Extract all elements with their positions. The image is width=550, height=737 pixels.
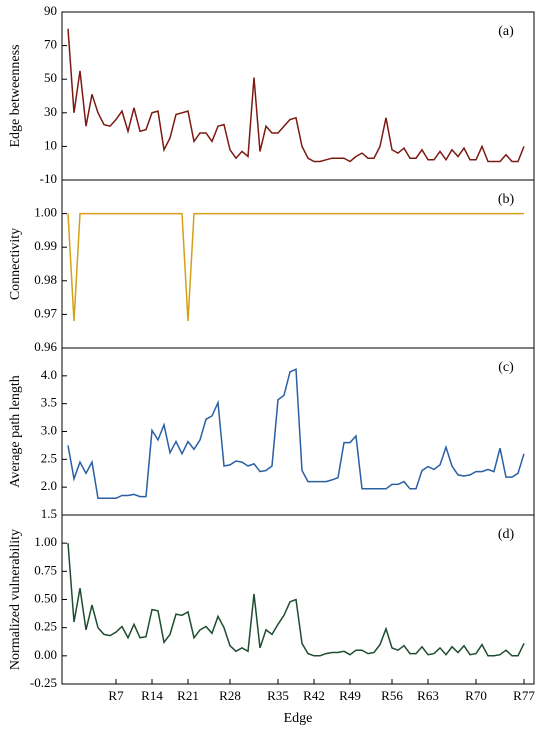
y-tick-label: 10 (44, 137, 57, 152)
x-tick-label: R70 (465, 688, 487, 703)
y-tick-label: 50 (44, 70, 57, 85)
y-tick-label: 0.99 (34, 238, 57, 253)
y-axis-label: Connectivity (8, 228, 23, 300)
y-tick-label: 3.0 (41, 422, 57, 437)
x-tick-label: R28 (219, 688, 241, 703)
panel-label: (a) (498, 24, 514, 39)
panel-label: (b) (498, 192, 515, 207)
x-tick-label: R49 (339, 688, 361, 703)
y-tick-label: 70 (44, 37, 57, 52)
x-tick-label: R21 (177, 688, 199, 703)
y-tick-label: 0.00 (34, 647, 57, 662)
panel-frame (61, 347, 535, 516)
y-axis-label: Average path length (8, 375, 23, 487)
y-tick-label: 0.25 (34, 619, 57, 634)
y-tick-label: 0.75 (34, 562, 57, 577)
data-line (67, 28, 525, 163)
x-tick-label: R7 (108, 688, 124, 703)
data-line (67, 368, 525, 500)
panel-frame (61, 514, 535, 685)
panel-label: (d) (498, 527, 515, 542)
x-tick-label: R35 (267, 688, 289, 703)
y-axis-label: Edge betweenness (8, 44, 23, 147)
panel-frame (61, 11, 535, 181)
y-tick-label: 0.98 (34, 272, 57, 287)
y-tick-label: 4.0 (41, 367, 57, 382)
x-tick-label: R14 (141, 688, 163, 703)
y-axis-label: Normalized vulnerability (8, 529, 23, 670)
y-tick-label: 2.0 (41, 478, 57, 493)
y-tick-label: 1.00 (34, 205, 57, 220)
y-tick-label: 1.5 (41, 506, 57, 521)
x-tick-label: R42 (303, 688, 325, 703)
y-tick-label: -0.25 (30, 675, 57, 690)
data-line (67, 212, 524, 322)
x-tick-label: R77 (513, 688, 535, 703)
x-axis-label: Edge (284, 711, 313, 726)
y-tick-label: 0.97 (34, 305, 57, 320)
x-tick-label: R56 (381, 688, 403, 703)
y-tick-label: -10 (40, 171, 57, 186)
data-line (67, 543, 525, 657)
y-tick-label: 3.5 (41, 395, 57, 410)
y-tick-label: 30 (44, 104, 57, 119)
panel-label: (c) (498, 360, 514, 375)
y-tick-label: 2.5 (41, 450, 57, 465)
y-tick-label: 0.96 (34, 339, 57, 354)
panel-frame (61, 179, 535, 349)
x-tick-label: R63 (417, 688, 439, 703)
y-tick-label: 90 (44, 3, 57, 18)
y-tick-label: 1.00 (34, 534, 57, 549)
y-tick-label: 0.50 (34, 590, 57, 605)
